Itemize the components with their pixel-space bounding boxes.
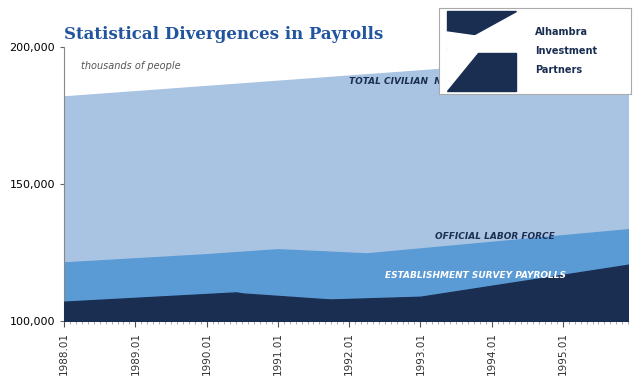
Text: TOTAL CIVILIAN  NON-INST POPULATION: TOTAL CIVILIAN NON-INST POPULATION xyxy=(349,77,552,86)
Text: OFFICIAL LABOR FORCE: OFFICIAL LABOR FORCE xyxy=(435,232,554,241)
Polygon shape xyxy=(447,11,516,49)
Text: Statistical Divergences in Payrolls: Statistical Divergences in Payrolls xyxy=(64,26,383,43)
Text: Investment: Investment xyxy=(535,46,597,56)
Polygon shape xyxy=(447,32,508,49)
Text: Alhambra: Alhambra xyxy=(535,27,588,37)
Text: thousands of people: thousands of people xyxy=(81,61,181,71)
Polygon shape xyxy=(439,8,520,94)
Text: ESTABLISHMENT SURVEY PAYROLLS: ESTABLISHMENT SURVEY PAYROLLS xyxy=(385,270,566,279)
Polygon shape xyxy=(447,53,516,91)
Text: Partners: Partners xyxy=(535,65,583,75)
